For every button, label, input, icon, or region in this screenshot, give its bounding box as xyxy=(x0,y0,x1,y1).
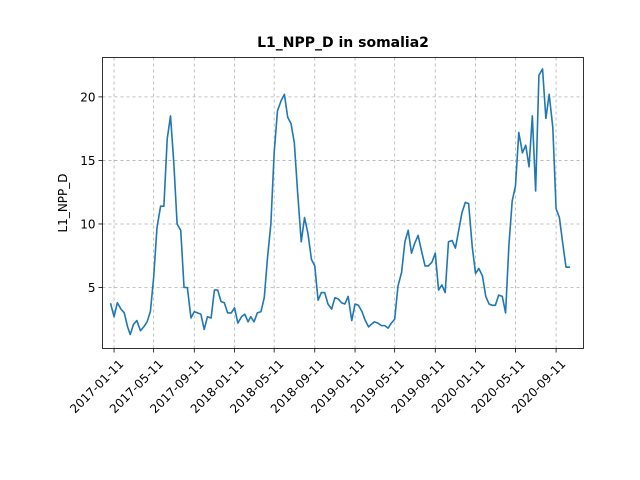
series-line xyxy=(109,68,571,336)
y-axis-label: L1_NPP_D xyxy=(56,173,70,232)
y-tick-label: 10 xyxy=(80,217,95,231)
chart-title: L1_NPP_D in somalia2 xyxy=(257,35,429,51)
plot-frame xyxy=(102,57,584,349)
y-tick-label: 20 xyxy=(80,90,95,104)
y-tick-label: 15 xyxy=(80,154,95,168)
grid-lines xyxy=(102,57,584,349)
y-tick-label: 5 xyxy=(88,281,96,295)
y-axis: 5 10 15 20 xyxy=(80,90,103,295)
